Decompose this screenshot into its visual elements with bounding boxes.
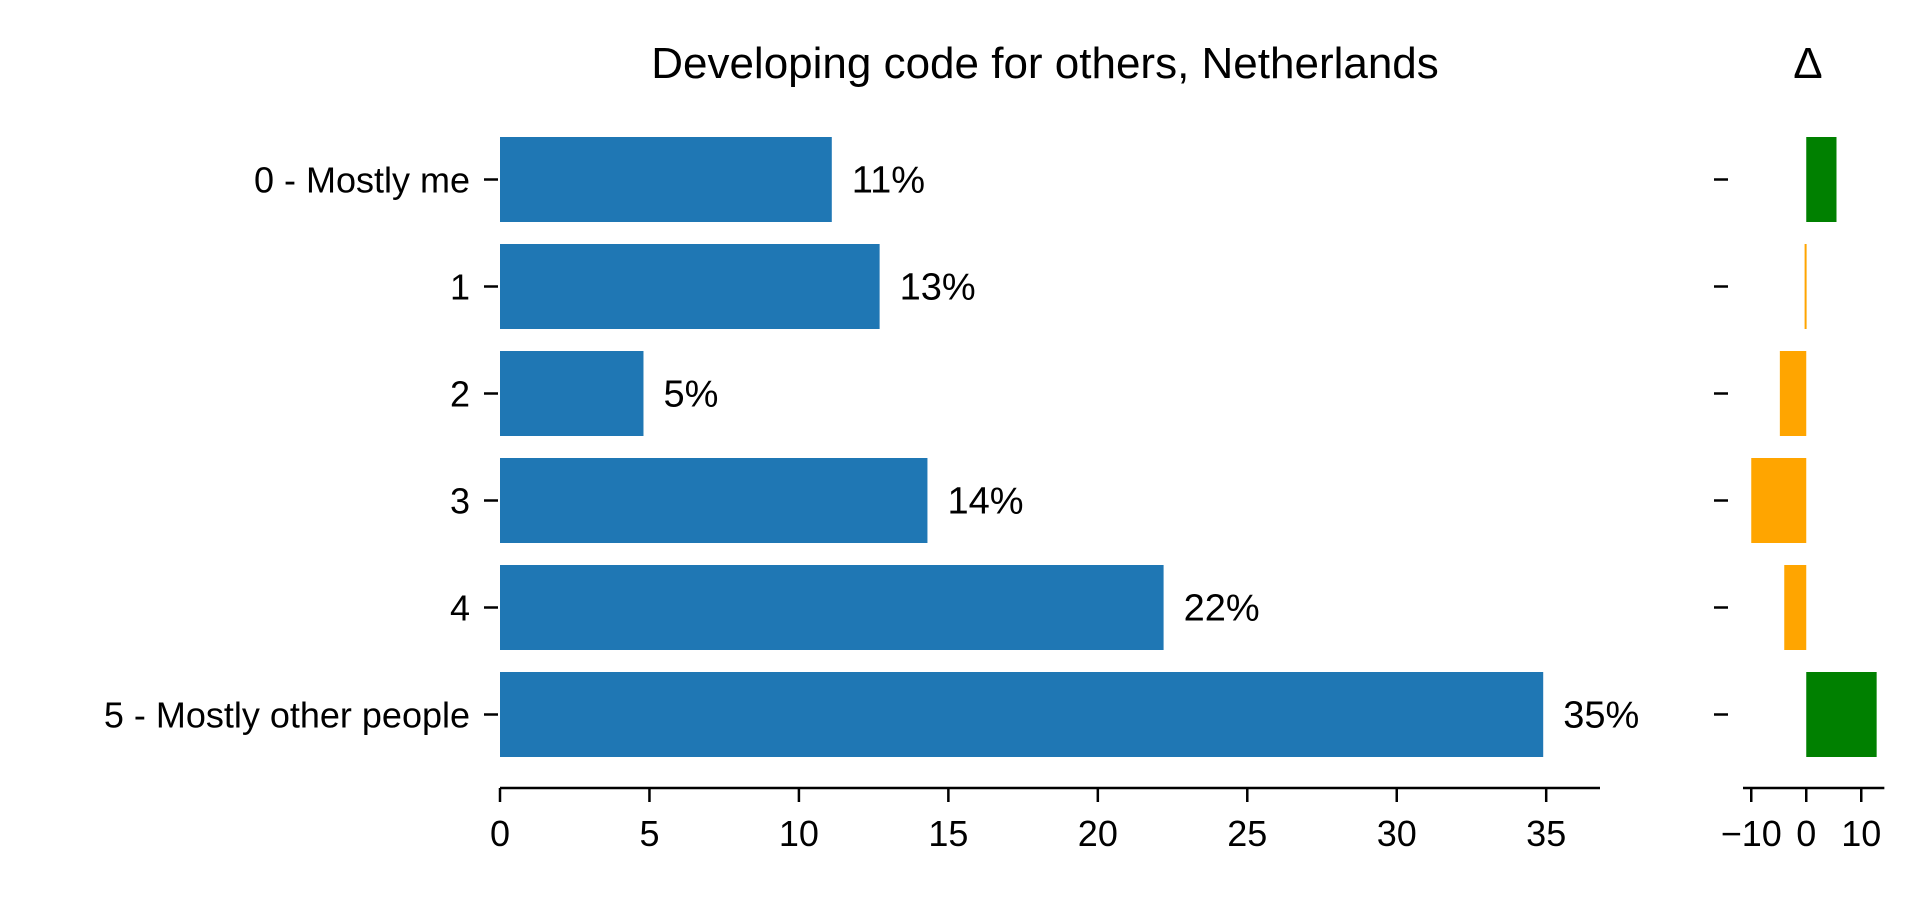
category-labels-group: 0 - Mostly me 1 2 3 4 5 - Mostly other people <box>104 160 498 736</box>
delta-bar-2 <box>1779 351 1807 436</box>
category-label-4: 4 <box>450 588 470 629</box>
delta-bars-group <box>1714 137 1877 757</box>
data-label-5: 35% <box>1563 695 1639 737</box>
delta-bar-3 <box>1751 458 1807 543</box>
bar-4 <box>500 565 1164 650</box>
bar-0 <box>500 137 832 222</box>
data-label-0: 11% <box>852 160 925 202</box>
chart-title: Developing code for others, Netherlands <box>651 39 1439 88</box>
delta-bar-0 <box>1806 137 1837 222</box>
data-label-4: 22% <box>1184 588 1260 630</box>
bar-2 <box>500 351 644 436</box>
main-x-axis: 0 5 10 15 20 25 30 35 <box>490 786 1600 854</box>
delta-title: Δ <box>1793 39 1822 88</box>
main-x-tick-label-2: 10 <box>779 813 819 854</box>
category-label-2: 2 <box>450 374 470 415</box>
main-x-tick-label-0: 0 <box>490 813 510 854</box>
data-label-3: 14% <box>947 481 1023 523</box>
main-bars-group: 11% 13% 5% 14% 22% 35% <box>500 137 1639 757</box>
delta-bar-4 <box>1784 565 1807 650</box>
bar-5 <box>500 672 1544 757</box>
main-x-tick-label-1: 5 <box>639 813 659 854</box>
category-label-3: 3 <box>450 481 470 522</box>
bar-3 <box>500 458 928 543</box>
delta-bar-1 <box>1804 244 1807 329</box>
main-x-tick-label-4: 20 <box>1078 813 1118 854</box>
bar-1 <box>500 244 880 329</box>
delta-bar-5 <box>1806 672 1877 757</box>
category-label-1: 1 <box>450 267 470 308</box>
category-label-0: 0 - Mostly me <box>254 160 470 201</box>
main-x-tick-label-6: 30 <box>1377 813 1417 854</box>
delta-x-tick-label-2: 10 <box>1841 813 1881 854</box>
main-x-tick-label-5: 25 <box>1227 813 1267 854</box>
data-label-2: 5% <box>663 374 718 416</box>
category-label-5: 5 - Mostly other people <box>104 695 470 736</box>
delta-x-tick-label-0: −10 <box>1721 813 1782 854</box>
main-x-tick-label-7: 35 <box>1526 813 1566 854</box>
data-label-1: 13% <box>900 267 976 309</box>
delta-x-tick-label-1: 0 <box>1796 813 1816 854</box>
delta-x-axis: −10 0 10 <box>1721 786 1885 854</box>
main-x-tick-label-3: 15 <box>928 813 968 854</box>
